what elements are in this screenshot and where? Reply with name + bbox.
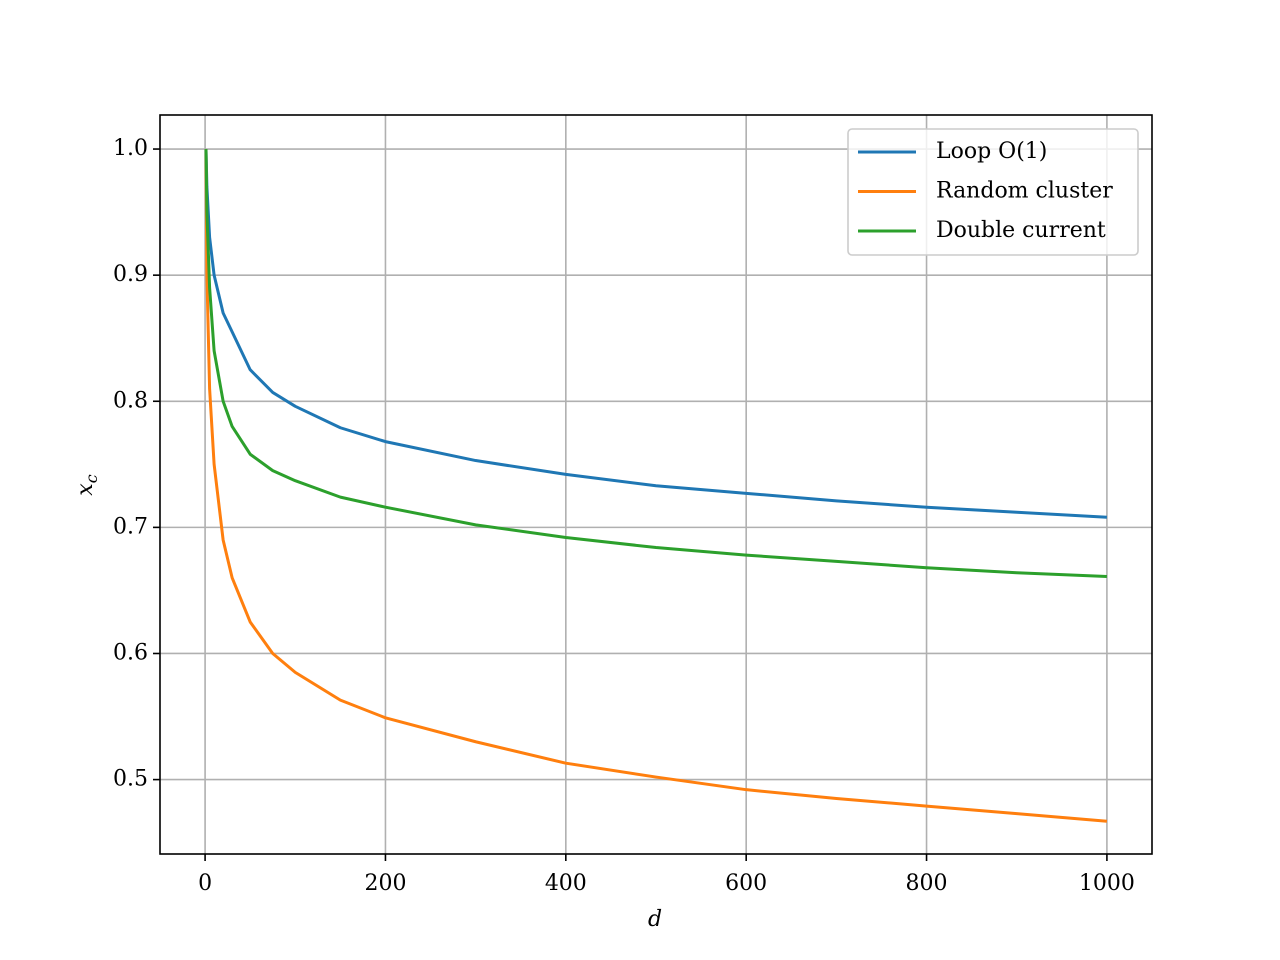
legend-label: Loop O(1) bbox=[936, 139, 1047, 164]
y-tick-label: 0.6 bbox=[113, 640, 148, 665]
x-tick-label: 200 bbox=[364, 871, 406, 896]
legend-label: Random cluster bbox=[936, 179, 1113, 204]
x-tick-label: 0 bbox=[198, 871, 212, 896]
x-axis-label: d bbox=[648, 907, 662, 932]
x-tick-label: 1000 bbox=[1079, 871, 1135, 896]
legend-label: Double current bbox=[936, 218, 1106, 243]
data-line bbox=[204, 149, 1107, 519]
y-axis-label-main: x bbox=[73, 483, 98, 496]
y-tick-label: 0.7 bbox=[113, 514, 148, 539]
y-axis-label-subscript: c bbox=[82, 474, 101, 483]
x-tick-label: 600 bbox=[725, 871, 767, 896]
y-tick-label: 1.0 bbox=[113, 136, 148, 161]
y-axis-label: xc bbox=[73, 474, 101, 495]
x-tick-label: 400 bbox=[545, 871, 587, 896]
plot-frame bbox=[159, 114, 1153, 855]
y-tick-label: 0.8 bbox=[113, 388, 148, 413]
legend: Loop O(1) Random cluster Double current bbox=[847, 128, 1139, 256]
y-tick-label: 0.9 bbox=[113, 262, 148, 287]
data-line bbox=[204, 149, 1107, 579]
y-tick-label: 0.5 bbox=[113, 767, 148, 792]
data-line bbox=[204, 149, 1108, 823]
legend-box bbox=[847, 128, 1139, 256]
x-tick-label: 800 bbox=[906, 871, 948, 896]
